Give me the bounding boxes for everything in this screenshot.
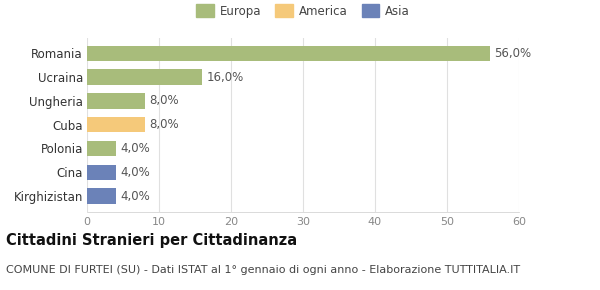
Bar bbox=[87, 188, 116, 204]
Bar bbox=[87, 117, 145, 133]
Text: 16,0%: 16,0% bbox=[206, 71, 244, 84]
Text: 56,0%: 56,0% bbox=[494, 47, 532, 60]
Text: 4,0%: 4,0% bbox=[120, 190, 150, 202]
Bar bbox=[87, 164, 116, 180]
Text: 4,0%: 4,0% bbox=[120, 142, 150, 155]
Legend: Europa, America, Asia: Europa, America, Asia bbox=[196, 4, 410, 18]
Bar bbox=[87, 93, 145, 109]
Text: 4,0%: 4,0% bbox=[120, 166, 150, 179]
Bar bbox=[87, 46, 490, 61]
Text: 8,0%: 8,0% bbox=[149, 118, 179, 131]
Text: 8,0%: 8,0% bbox=[149, 95, 179, 107]
Text: Cittadini Stranieri per Cittadinanza: Cittadini Stranieri per Cittadinanza bbox=[6, 233, 297, 249]
Bar bbox=[87, 69, 202, 85]
Text: COMUNE DI FURTEI (SU) - Dati ISTAT al 1° gennaio di ogni anno - Elaborazione TUT: COMUNE DI FURTEI (SU) - Dati ISTAT al 1°… bbox=[6, 265, 520, 275]
Bar bbox=[87, 141, 116, 156]
